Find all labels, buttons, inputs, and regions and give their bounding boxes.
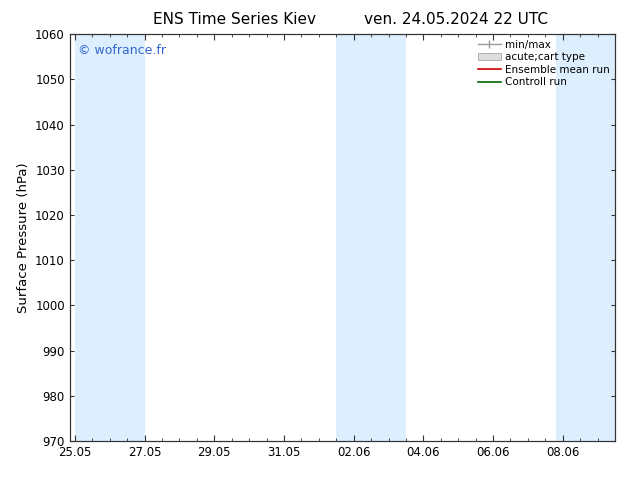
Y-axis label: Surface Pressure (hPa): Surface Pressure (hPa) [16,162,30,313]
Text: ven. 24.05.2024 22 UTC: ven. 24.05.2024 22 UTC [365,12,548,27]
Legend: min/max, acute;cart type, Ensemble mean run, Controll run: min/max, acute;cart type, Ensemble mean … [478,40,610,87]
Text: © wofrance.fr: © wofrance.fr [78,45,166,57]
Text: ENS Time Series Kiev: ENS Time Series Kiev [153,12,316,27]
Bar [75,34,145,441]
Bar [336,34,406,441]
Bar [556,34,615,441]
